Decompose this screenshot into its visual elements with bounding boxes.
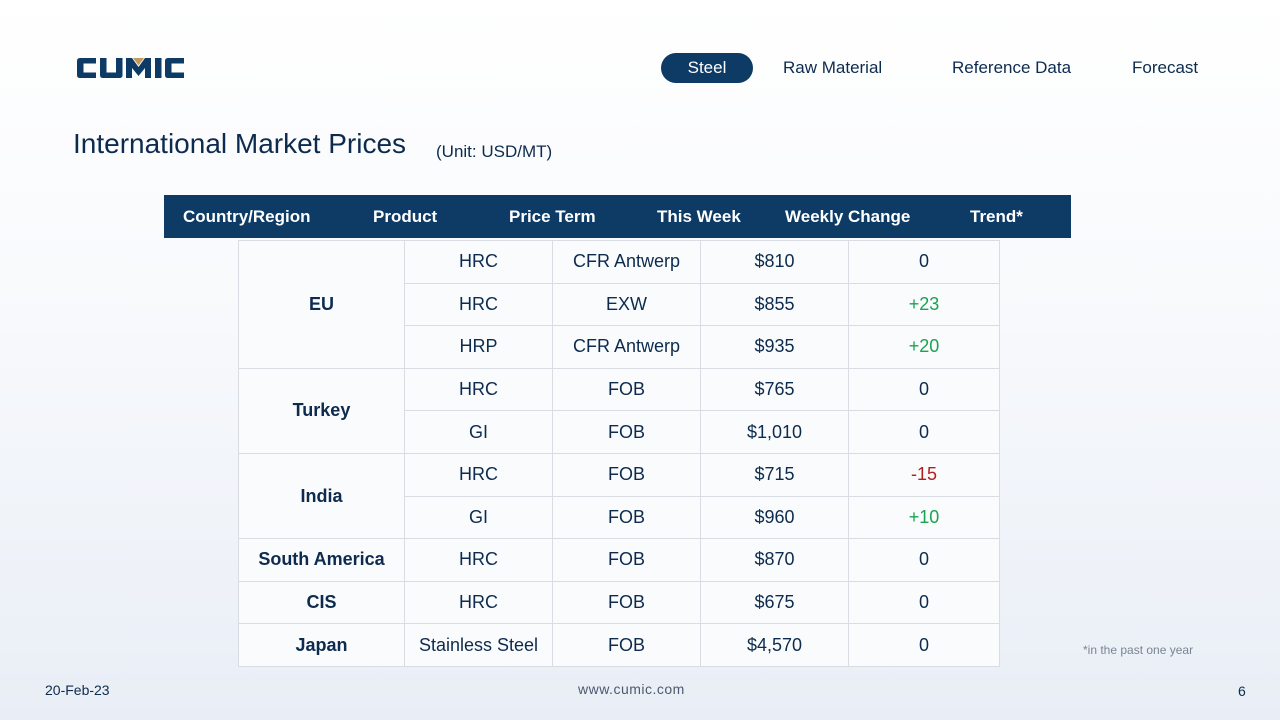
header-country-region: Country/Region bbox=[183, 207, 311, 226]
price-term-cell: EXW bbox=[552, 282, 701, 327]
table-row: South America HRC FOB $870 0 bbox=[238, 538, 1000, 582]
price-term-cell: FOB bbox=[552, 452, 701, 497]
trend-footnote: *in the past one year bbox=[1083, 643, 1194, 657]
header-this-week: This Week bbox=[657, 207, 741, 226]
price-cell: $765 bbox=[700, 367, 849, 412]
change-cell: -15 bbox=[848, 452, 1000, 497]
product-cell: HRC bbox=[404, 452, 553, 497]
region-cell: India bbox=[238, 452, 405, 540]
change-cell: 0 bbox=[848, 580, 1000, 625]
product-cell: GI bbox=[404, 410, 553, 454]
cumic-logo bbox=[76, 52, 204, 84]
product-cell: Stainless Steel bbox=[404, 623, 553, 667]
change-cell: 0 bbox=[848, 623, 1000, 667]
price-term-cell: FOB bbox=[552, 580, 701, 625]
change-cell: +10 bbox=[848, 495, 1000, 540]
region-cell: South America bbox=[238, 538, 405, 582]
unit-label: (Unit: USD/MT) bbox=[436, 142, 553, 161]
table-row: CIS HRC FOB $675 0 bbox=[238, 580, 1000, 625]
table-row: GI FOB $960 +10 bbox=[239, 495, 1000, 540]
price-term-cell: CFR Antwerp bbox=[552, 325, 701, 369]
price-term-cell: FOB bbox=[552, 538, 701, 582]
header-trend: Trend* bbox=[970, 207, 1023, 226]
product-cell: HRP bbox=[404, 325, 553, 369]
price-term-cell: FOB bbox=[552, 623, 701, 667]
change-cell: 0 bbox=[848, 240, 1000, 284]
nav-tab-raw-material[interactable]: Raw Material bbox=[783, 58, 883, 77]
table-row: GI FOB $1,010 0 bbox=[239, 410, 1000, 454]
nav-tab-reference-data[interactable]: Reference Data bbox=[952, 58, 1072, 77]
change-cell: 0 bbox=[848, 538, 1000, 582]
region-cell: Turkey bbox=[238, 367, 405, 454]
price-term-cell: CFR Antwerp bbox=[552, 240, 701, 284]
price-cell: $715 bbox=[700, 452, 849, 497]
change-cell: +23 bbox=[848, 282, 1000, 327]
cumic-logo-mark bbox=[77, 58, 184, 78]
table-row: HRC EXW $855 +23 bbox=[239, 282, 1000, 327]
product-cell: HRC bbox=[404, 240, 553, 284]
region-cell: EU bbox=[238, 240, 405, 369]
product-cell: HRC bbox=[404, 538, 553, 582]
footer-website-link[interactable]: www.cumic.com bbox=[578, 681, 685, 697]
header-price-term: Price Term bbox=[509, 207, 596, 226]
price-cell: $960 bbox=[700, 495, 849, 540]
price-term-cell: FOB bbox=[552, 410, 701, 454]
table-row: India HRC FOB $715 -15 bbox=[238, 452, 1000, 540]
price-cell: $1,010 bbox=[700, 410, 849, 454]
price-table: EU HRC CFR Antwerp $810 0 HRC EXW $855 +… bbox=[238, 240, 1000, 667]
region-cell: CIS bbox=[238, 580, 405, 625]
table-row: Japan Stainless Steel FOB $4,570 0 bbox=[238, 623, 1000, 667]
change-cell: 0 bbox=[848, 367, 1000, 412]
product-cell: HRC bbox=[404, 282, 553, 327]
table-header: Country/Region Product Price Term This W… bbox=[164, 195, 1071, 238]
price-term-cell: FOB bbox=[552, 367, 701, 412]
region-cell: Japan bbox=[238, 623, 405, 667]
product-cell: HRC bbox=[404, 367, 553, 412]
header-weekly-change: Weekly Change bbox=[785, 207, 911, 226]
nav-tab-forecast[interactable]: Forecast bbox=[1132, 58, 1199, 77]
change-cell: +20 bbox=[848, 325, 1000, 369]
nav-tab-steel[interactable]: Steel bbox=[661, 53, 753, 83]
header-product: Product bbox=[373, 207, 438, 226]
product-cell: HRC bbox=[404, 580, 553, 625]
table-row: HRP CFR Antwerp $935 +20 bbox=[239, 325, 1000, 369]
table-row: Turkey HRC FOB $765 0 bbox=[238, 367, 1000, 454]
price-cell: $855 bbox=[700, 282, 849, 327]
page-number: 6 bbox=[1238, 683, 1246, 699]
footer-date: 20-Feb-23 bbox=[45, 682, 110, 698]
price-cell: $810 bbox=[700, 240, 849, 284]
product-cell: GI bbox=[404, 495, 553, 540]
price-cell: $935 bbox=[700, 325, 849, 369]
price-cell: $4,570 bbox=[700, 623, 849, 667]
page-title: International Market Prices bbox=[73, 128, 407, 159]
price-cell: $870 bbox=[700, 538, 849, 582]
table-row: EU HRC CFR Antwerp $810 0 bbox=[238, 240, 1000, 369]
change-cell: 0 bbox=[848, 410, 1000, 454]
price-term-cell: FOB bbox=[552, 495, 701, 540]
price-cell: $675 bbox=[700, 580, 849, 625]
